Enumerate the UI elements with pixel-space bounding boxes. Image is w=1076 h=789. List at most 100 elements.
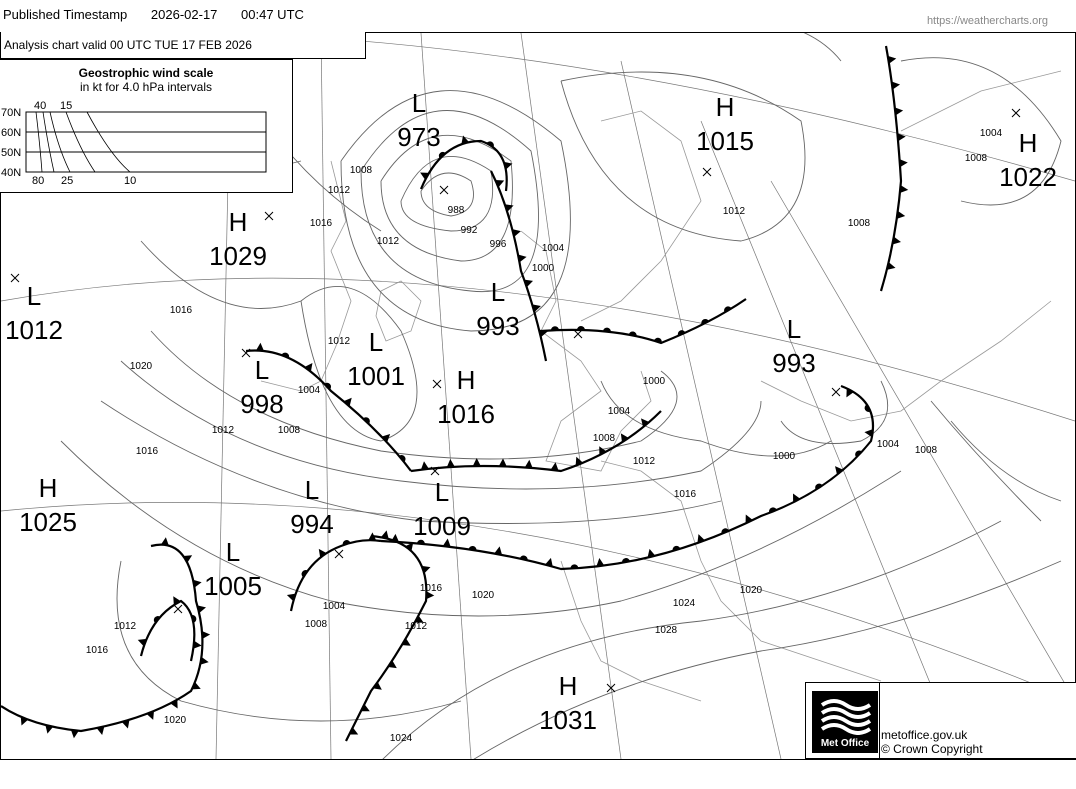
isobar [560,71,806,242]
cold-front-triangle [170,699,178,709]
cold-front-triangle [835,466,844,475]
logo-text: Met Office [820,738,870,749]
centre-type: H [457,365,476,395]
centre-type: L [255,355,269,385]
warm-front-semicircle [721,528,730,534]
warm-front-semicircle [724,306,732,313]
low-pressure-centre: L 1012 [5,273,63,345]
cold-front-triangle [896,210,906,219]
warm-front-semicircle [468,546,477,551]
isobar [300,286,418,442]
cold-front-triangle [20,716,29,726]
chart-valid-time: Analysis chart valid 00 UTC TUE 17 FEB 2… [0,32,366,59]
cold-front-triangle [255,342,264,352]
low-pressure-centre: L 993 [476,277,583,341]
centre-cross-icon [831,387,841,397]
isobar [140,240,302,309]
occluded-front [245,342,412,472]
timestamp-date: 2026-02-17 [150,7,218,22]
warm-front-semicircle [855,450,862,458]
warm-front-semicircle [672,545,681,551]
high-pressure-centre: H 1015 [696,92,754,177]
isobar-label: 988 [448,205,465,216]
source-url[interactable]: https://weathercharts.org [926,15,1048,27]
wind-scale-title: Geostrophic wind scale [78,66,214,80]
isobar-label: 1020 [472,590,495,601]
coastline [600,460,882,682]
cold-front-triangle [494,546,503,556]
isobar-label: 1004 [323,601,346,612]
isobar [360,110,539,293]
isobar-label: 1020 [164,715,187,726]
cold-front-triangle [421,565,431,574]
front-line [380,384,875,571]
met-office-logo: Met Office [812,691,878,753]
coastline [520,230,652,472]
warm-front-semicircle [342,540,351,546]
cold-front-triangle [372,681,382,690]
isobar-label: 1004 [877,439,900,450]
grid-line [0,502,1076,702]
centre-cross-icon [241,348,251,358]
cold-front-triangle [191,682,201,690]
cold-front-triangle [864,429,873,438]
coastline [560,560,702,702]
timestamp-label: Published Timestamp [3,7,128,22]
isobar-label: 1000 [532,263,555,274]
isobar-label: 1016 [310,218,333,229]
front-line [879,45,903,292]
low-pressure-centre: L 973 [397,88,449,195]
cold-front-triangle [891,81,901,90]
low-pressure-centre: L 998 [240,348,284,419]
scale-top-40: 40 [34,100,46,112]
centre-type: L [27,281,41,311]
cold-front-triangle [596,558,605,567]
cold-front-triangle [442,538,451,547]
isobar-label: 1016 [674,489,697,500]
cold-front-triangle [286,593,296,602]
isobar [780,380,889,444]
isobar [930,400,1042,522]
centre-pressure: 1001 [347,361,405,391]
cold-front [879,45,909,292]
front-line [490,170,548,362]
cold-front-triangle [575,456,584,466]
occluded-front [419,135,513,192]
cold-front [0,537,211,739]
warm-front-semicircle [281,352,290,359]
warm-front-semicircle [815,483,823,490]
warm-front-semicircle [653,337,662,343]
centre-pressure: 1022 [999,162,1057,192]
centre-type: H [229,207,248,237]
grid-line [770,180,1076,702]
cold-front-triangle [446,459,455,468]
warm-front-semicircle [416,539,425,545]
centre-type: L [369,327,383,357]
cold-front-triangle [183,555,193,563]
isobar-label: 1012 [212,425,235,436]
cold-front-triangle [892,236,901,245]
warm-front-semicircle [622,558,630,563]
isobar-label: 1000 [643,376,666,387]
cold-front-triangle [599,446,607,456]
lat-50n: 50N [1,147,21,159]
cold-front-triangle [121,719,130,729]
low-pressure-centre: L 1009 [413,466,471,541]
isobar [120,360,762,490]
centre-type: H [39,473,58,503]
centre-type: L [226,537,240,567]
centre-pressure: 994 [290,509,333,539]
warm-front-semicircle [362,417,370,424]
cold-front-triangle [360,704,370,712]
warm-front-semicircle [864,404,871,412]
isobar [116,560,462,722]
centre-pressure: 1025 [19,507,77,537]
warm-front-semicircle [191,614,197,623]
site-link[interactable]: metoffice.gov.uk [881,728,968,742]
cold-front-triangle [387,660,397,669]
lat-40n: 40N [1,167,21,179]
cold-front-triangle [193,579,202,588]
high-pressure-centre: H 1031 [539,671,616,735]
cold-front-triangle [146,710,154,720]
cold-front-triangle [381,434,391,443]
